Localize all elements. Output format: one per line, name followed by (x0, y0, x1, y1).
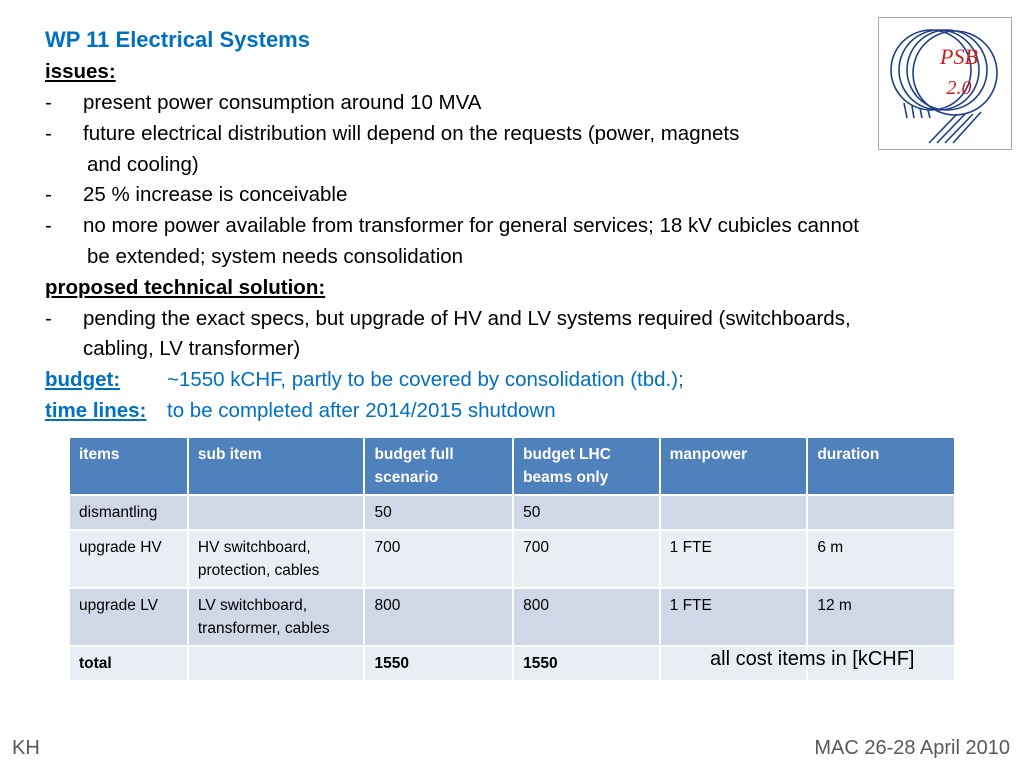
table-cell: 800 (363, 587, 515, 647)
table-cell (806, 645, 956, 682)
table-cell: HV switchboard, protection, cables (186, 529, 366, 589)
table-total-row: total 1550 1550 (68, 645, 956, 682)
table-cell: 1 FTE (658, 587, 809, 647)
table-cell: 12 m (806, 587, 956, 647)
table-cell: 1550 (363, 645, 515, 682)
column-header: items (68, 436, 189, 496)
table-cell: upgrade LV (68, 587, 189, 647)
table-cell (658, 645, 809, 682)
issues-heading: issues: (45, 60, 116, 83)
table-cell: upgrade HV (68, 529, 189, 589)
table-cell: dismantling (68, 494, 189, 531)
column-header: duration (806, 436, 956, 496)
table-cell: total (68, 645, 189, 682)
svg-text:PSB: PSB (939, 44, 978, 69)
table-row: upgrade HV HV switchboard, protection, ca… (68, 529, 956, 589)
budget-table: items sub item budget full scenario budg… (68, 436, 956, 682)
table-cell: 800 (512, 587, 661, 647)
column-header: budget LHC beams only (512, 436, 661, 496)
table-cell (658, 494, 809, 531)
table-cell (806, 494, 956, 531)
timelines-line: time lines: to be completed after 2014/20… (45, 399, 556, 422)
table-cell: 50 (512, 494, 661, 531)
column-header: manpower (658, 436, 809, 496)
table-cell: 1 FTE (658, 529, 809, 589)
footer-author: KH (12, 737, 40, 759)
svg-text:2.0: 2.0 (947, 77, 972, 99)
table-row: dismantling 50 50 (68, 494, 956, 531)
solution-heading: proposed technical solution: (45, 276, 326, 299)
table-cell (186, 645, 366, 682)
page-title: WP 11 Electrical Systems (45, 27, 310, 52)
table-cell: 1550 (512, 645, 661, 682)
column-header: budget full scenario (363, 436, 515, 496)
footer-event: MAC 26-28 April 2010 (814, 737, 1010, 759)
table-cell: LV switchboard, transformer, cables (186, 587, 366, 647)
table-cell: 6 m (806, 529, 956, 589)
table-cell: 700 (512, 529, 661, 589)
table-cell: 50 (363, 494, 515, 531)
table-header-row: items sub item budget full scenario budg… (68, 436, 956, 496)
psb-logo: PSB 2.0 (878, 17, 1012, 150)
table-cell: 700 (363, 529, 515, 589)
table-row: upgrade LV LV switchboard, transformer, c… (68, 587, 956, 647)
table-cell (186, 494, 366, 531)
budget-line: budget: ~1550 kCHF, partly to be covered … (45, 368, 684, 391)
cost-unit-note: all cost items in [kCHF] (710, 648, 915, 670)
column-header: sub item (186, 436, 366, 496)
